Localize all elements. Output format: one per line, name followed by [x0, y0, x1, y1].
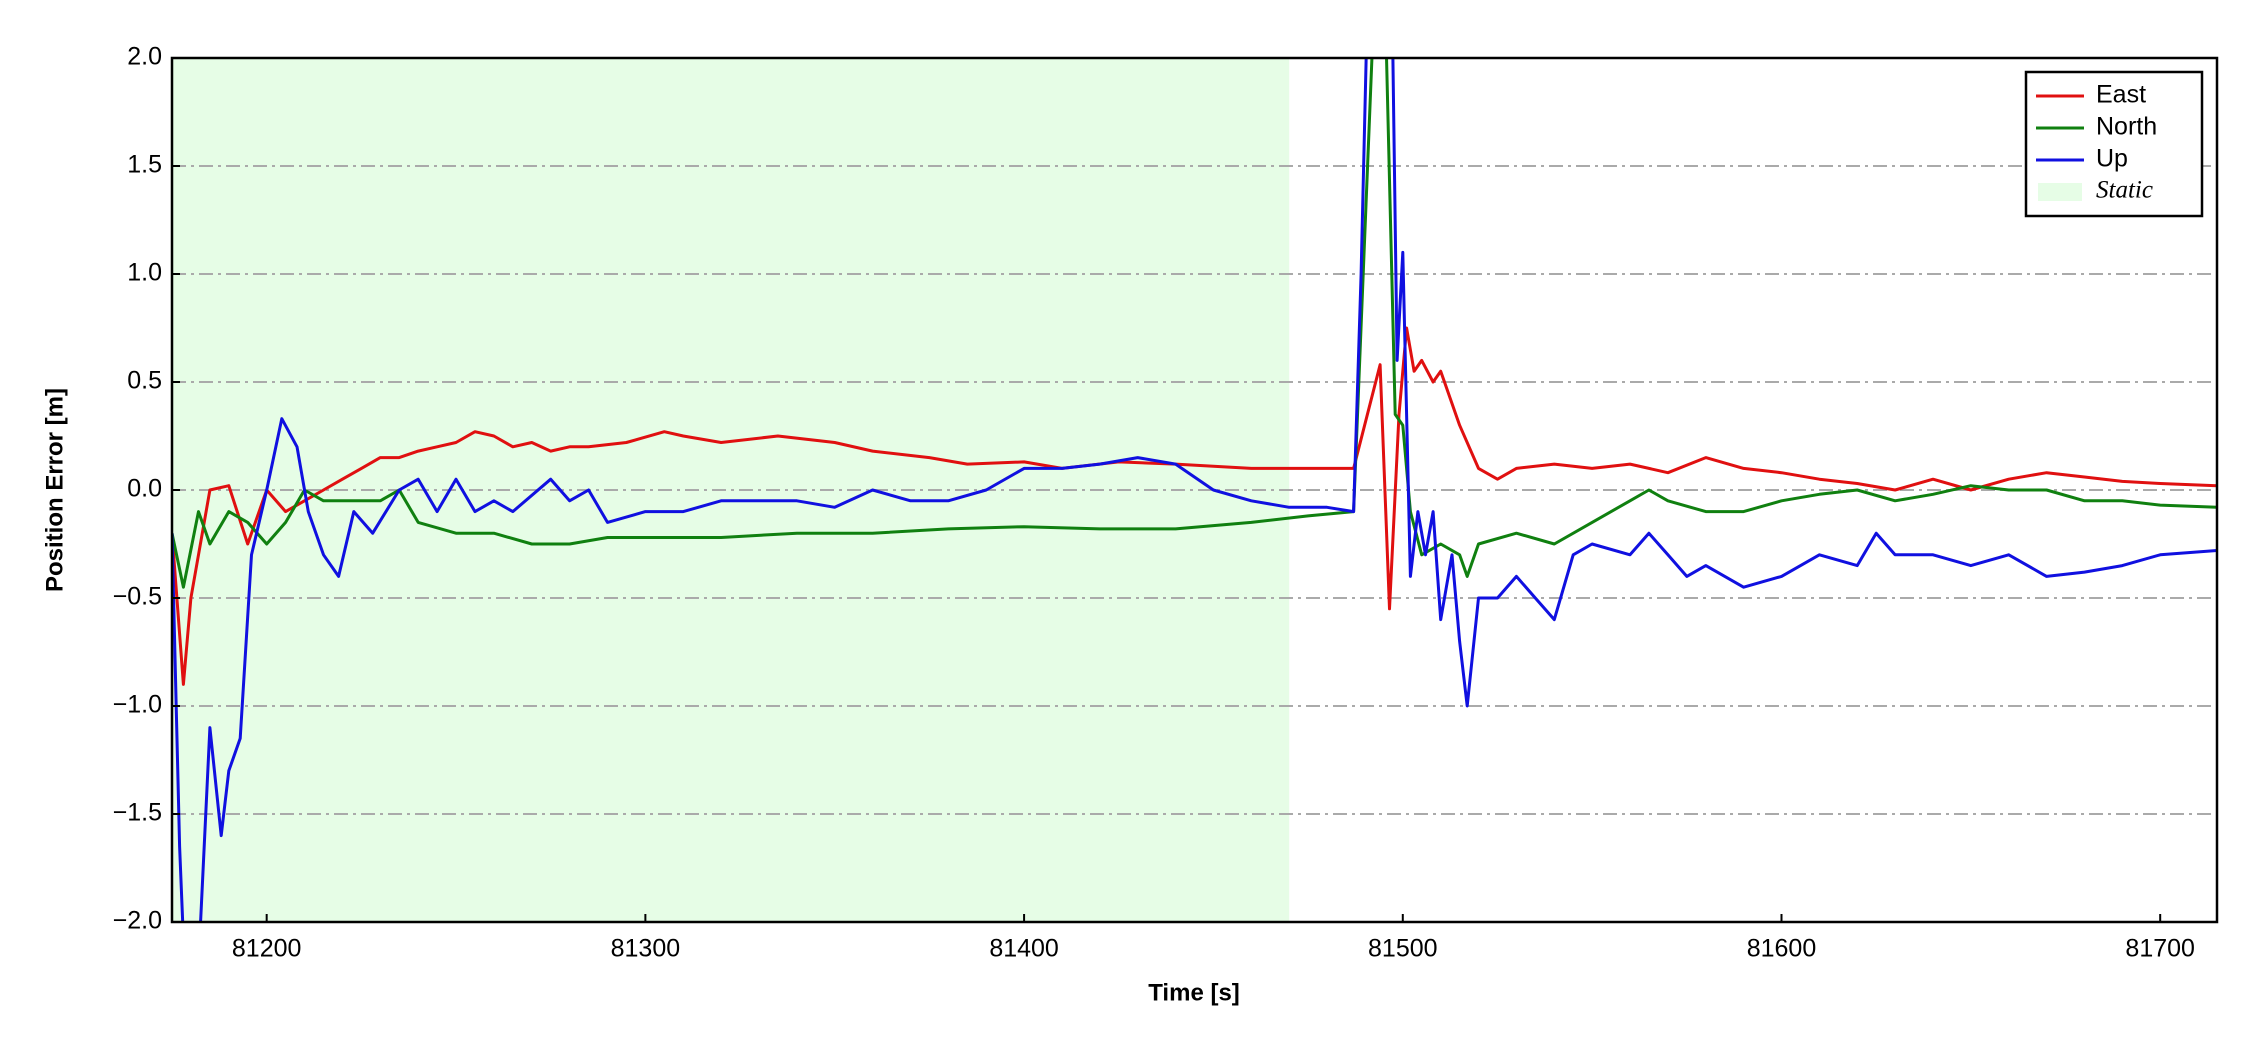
y-tick-label: −0.5 — [113, 583, 162, 611]
y-tick-label: 2.0 — [127, 43, 162, 71]
legend-label: East — [2096, 81, 2146, 109]
y-tick-label: 1.0 — [127, 259, 162, 287]
plot-foreground: −2.0 −1.5 −1.0 −0.5 0.0 0.5 1.0 1.5 2.0 81200 8130… — [113, 43, 2219, 963]
x-tick-label: 81200 — [232, 935, 302, 963]
plot-background — [172, 58, 2217, 922]
x-tick-label: 81600 — [1747, 935, 1817, 963]
legend-label: Static — [2096, 177, 2153, 204]
plot-frame — [170, 56, 2219, 924]
x-tick-label: 81700 — [2125, 935, 2195, 963]
x-axis-label: Time [s] — [1148, 979, 1240, 1006]
legend-swatch — [2038, 183, 2082, 201]
x-tick-label: 81300 — [611, 935, 681, 963]
y-tick-label: −1.0 — [113, 691, 162, 719]
legend-label: Up — [2096, 145, 2128, 173]
y-tick-label: 1.5 — [127, 151, 162, 179]
y-tick-label: 0.5 — [127, 367, 162, 395]
y-tick-label: −1.5 — [113, 799, 162, 827]
x-tick-label: 81500 — [1368, 935, 1438, 963]
x-tick-label: 81400 — [989, 935, 1059, 963]
series-line — [172, 58, 2217, 922]
plot-lines — [172, 58, 2217, 922]
y-axis-label: Position Error [m] — [41, 388, 68, 592]
series-line — [172, 58, 2217, 589]
y-tick-label: −2.0 — [113, 907, 162, 935]
y-tick-label: 0.0 — [127, 475, 162, 503]
legend: East North Up Static — [2024, 70, 2204, 218]
legend-label: North — [2096, 113, 2157, 141]
